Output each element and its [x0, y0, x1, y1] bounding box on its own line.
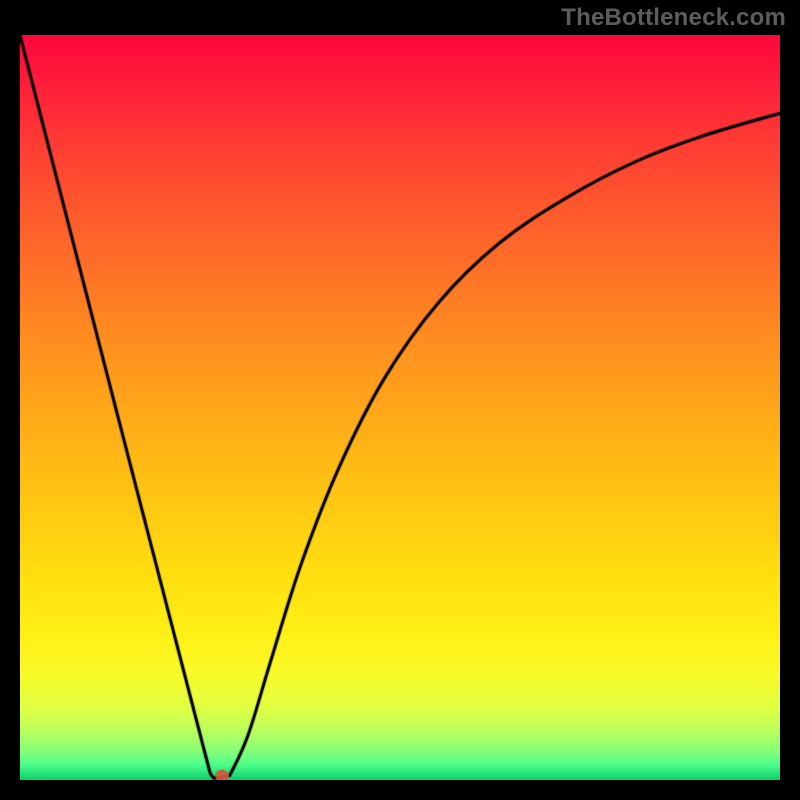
watermark-text: TheBottleneck.com: [561, 4, 786, 32]
bottleneck-curve-chart: [20, 35, 780, 780]
stage: TheBottleneck.com: [0, 0, 800, 800]
chart-frame: [20, 35, 780, 780]
